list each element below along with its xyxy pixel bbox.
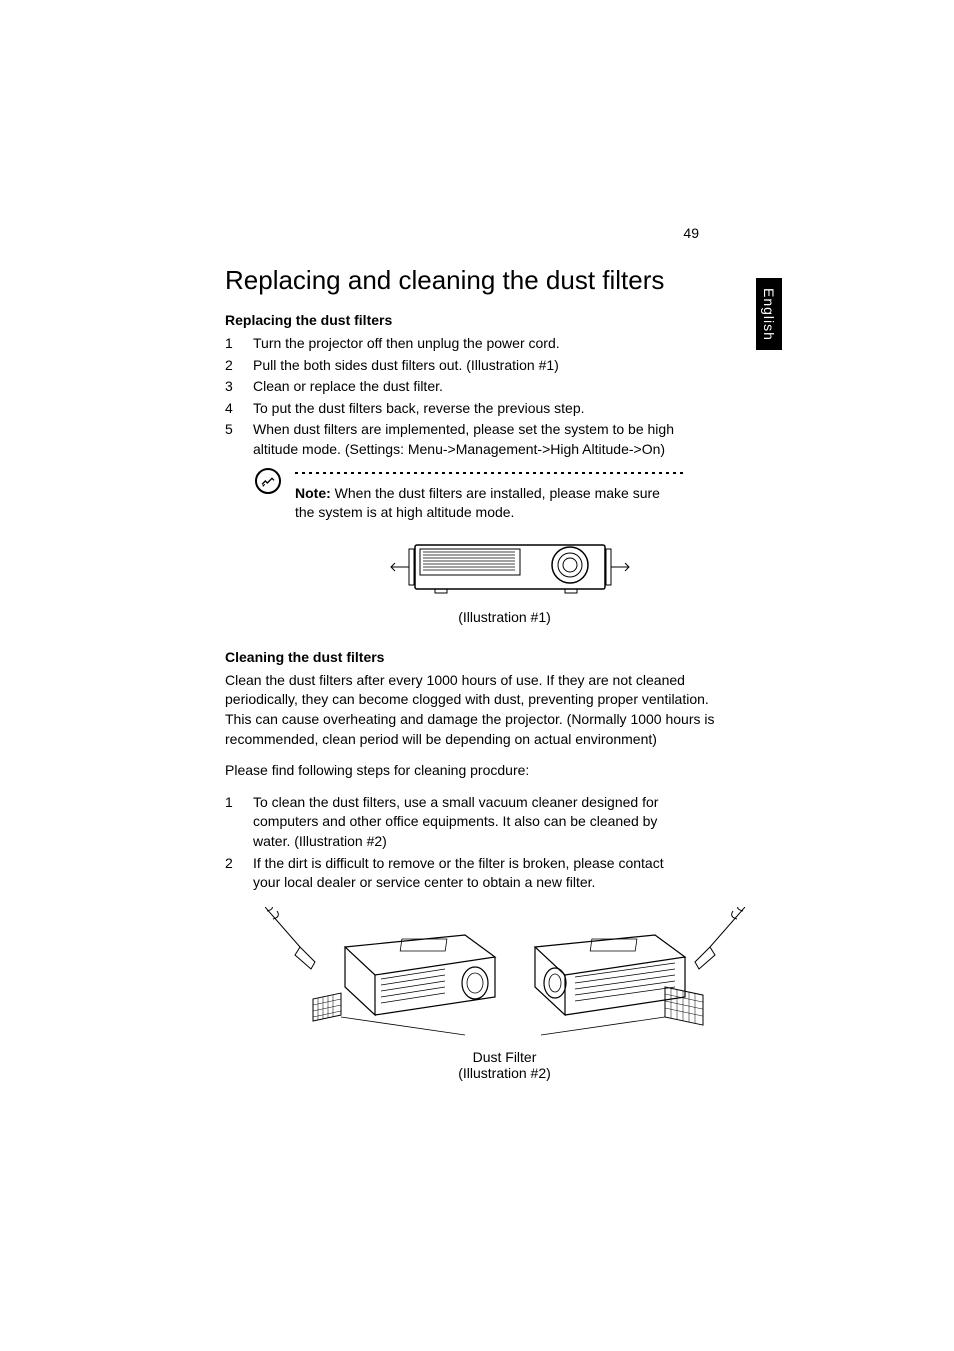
step-text: Clean or replace the dust filter.	[253, 377, 683, 397]
page-number: 49	[683, 225, 699, 241]
list-item: 2Pull the both sides dust filters out. (…	[225, 356, 784, 376]
step-number: 4	[225, 399, 253, 419]
list-item: 1Turn the projector off then unplug the …	[225, 334, 784, 354]
section2-steps: 1To clean the dust filters, use a small …	[225, 793, 784, 893]
step-number: 2	[225, 854, 253, 893]
language-label: English	[761, 288, 777, 341]
step-text: When dust filters are implemented, pleas…	[253, 420, 683, 459]
note-label: Note:	[295, 485, 331, 501]
illustration1-caption: (Illustration #1)	[225, 609, 784, 625]
note-block: Note: When the dust filters are installe…	[255, 472, 784, 523]
note-text: Note: When the dust filters are installe…	[295, 484, 675, 523]
note-icon	[255, 468, 281, 494]
section2-para1: Clean the dust filters after every 1000 …	[225, 671, 715, 749]
list-item: 5When dust filters are implemented, plea…	[225, 420, 784, 459]
list-item: 2If the dirt is difficult to remove or t…	[225, 854, 784, 893]
step-text: To clean the dust filters, use a small v…	[253, 793, 683, 852]
list-item: 1To clean the dust filters, use a small …	[225, 793, 784, 852]
page-title: Replacing and cleaning the dust filters	[225, 265, 784, 296]
illustration-2	[265, 907, 745, 1047]
list-item: 4To put the dust filters back, reverse t…	[225, 399, 784, 419]
step-number: 2	[225, 356, 253, 376]
illustration2-caption: (Illustration #2)	[225, 1065, 784, 1081]
section1-steps: 1Turn the projector off then unplug the …	[225, 334, 784, 460]
step-number: 1	[225, 793, 253, 852]
section2-para2: Please find following steps for cleaning…	[225, 761, 715, 781]
step-text: To put the dust filters back, reverse th…	[253, 399, 683, 419]
step-text: Pull the both sides dust filters out. (I…	[253, 356, 683, 376]
step-text: Turn the projector off then unplug the p…	[253, 334, 683, 354]
dust-filter-label: Dust Filter	[225, 1049, 784, 1065]
illustration-1	[365, 537, 645, 601]
document-page: 49 English Replacing and cleaning the du…	[0, 0, 954, 1165]
note-body: When the dust filters are installed, ple…	[295, 485, 660, 521]
section1-heading: Replacing the dust filters	[225, 312, 784, 328]
list-item: 3Clean or replace the dust filter.	[225, 377, 784, 397]
section2-heading: Cleaning the dust filters	[225, 649, 784, 665]
language-tab: English	[756, 278, 782, 350]
step-number: 1	[225, 334, 253, 354]
dotted-divider	[295, 472, 685, 474]
step-text: If the dirt is difficult to remove or th…	[253, 854, 683, 893]
step-number: 5	[225, 420, 253, 459]
step-number: 3	[225, 377, 253, 397]
